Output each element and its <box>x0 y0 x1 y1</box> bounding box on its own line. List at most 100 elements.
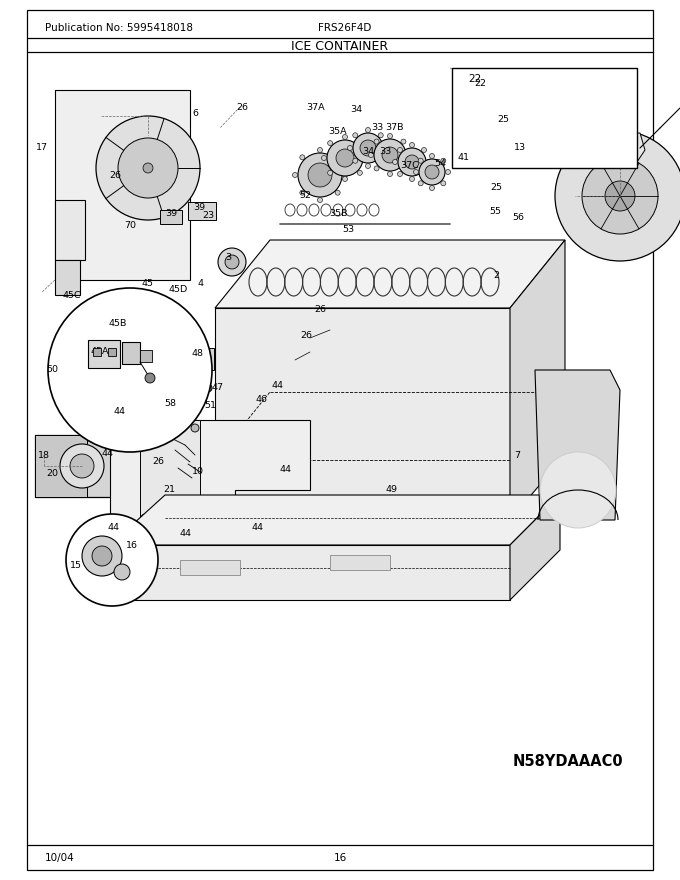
Circle shape <box>425 165 439 179</box>
Text: 3: 3 <box>225 253 231 262</box>
Circle shape <box>605 181 635 211</box>
Text: Publication No: 5995418018: Publication No: 5995418018 <box>45 23 193 33</box>
Text: 44: 44 <box>251 523 263 532</box>
Circle shape <box>225 255 239 269</box>
Text: 45: 45 <box>141 278 153 288</box>
Circle shape <box>413 170 418 174</box>
Text: 35B: 35B <box>328 209 347 217</box>
Text: 34: 34 <box>350 105 362 114</box>
Circle shape <box>398 148 403 152</box>
Text: 25: 25 <box>497 114 509 123</box>
Circle shape <box>409 177 415 181</box>
Circle shape <box>401 139 406 144</box>
Circle shape <box>422 172 426 177</box>
Text: 22: 22 <box>468 74 481 84</box>
Text: 41: 41 <box>458 153 470 163</box>
Text: 50: 50 <box>46 365 58 375</box>
Circle shape <box>347 145 352 150</box>
Circle shape <box>366 128 371 133</box>
Circle shape <box>358 141 362 146</box>
Circle shape <box>374 139 406 171</box>
Circle shape <box>343 135 347 140</box>
Text: 10: 10 <box>192 466 204 475</box>
Circle shape <box>398 148 426 176</box>
Polygon shape <box>55 260 80 295</box>
Text: 49: 49 <box>386 486 398 495</box>
Text: 55: 55 <box>489 208 501 216</box>
Text: 16: 16 <box>126 540 138 549</box>
Bar <box>35 435 87 497</box>
Circle shape <box>191 424 199 432</box>
Polygon shape <box>140 420 200 530</box>
Circle shape <box>353 133 358 138</box>
Circle shape <box>374 139 379 144</box>
Circle shape <box>419 159 445 185</box>
Text: 45A: 45A <box>90 348 109 356</box>
Circle shape <box>60 444 104 488</box>
Circle shape <box>353 158 358 163</box>
Circle shape <box>328 171 333 175</box>
Bar <box>452 68 637 168</box>
Circle shape <box>378 158 384 163</box>
Circle shape <box>204 384 212 392</box>
Text: 23: 23 <box>202 211 214 221</box>
Polygon shape <box>510 240 565 520</box>
Circle shape <box>322 156 326 160</box>
Bar <box>140 350 152 362</box>
Text: 35A: 35A <box>328 127 347 136</box>
Circle shape <box>392 159 398 165</box>
Circle shape <box>540 452 616 528</box>
Text: 6: 6 <box>192 108 198 118</box>
Bar <box>330 555 390 570</box>
Bar <box>160 210 182 224</box>
Text: 46: 46 <box>255 394 267 404</box>
Circle shape <box>96 116 200 220</box>
Text: 48: 48 <box>191 349 203 358</box>
Text: ICE CONTAINER: ICE CONTAINER <box>292 40 388 53</box>
Circle shape <box>378 133 384 138</box>
Circle shape <box>308 163 332 187</box>
Text: 33: 33 <box>371 123 383 133</box>
Circle shape <box>407 152 411 158</box>
Circle shape <box>48 288 212 452</box>
Text: 34: 34 <box>362 148 374 157</box>
Text: 56: 56 <box>512 214 524 223</box>
Text: 45D: 45D <box>169 284 188 294</box>
Circle shape <box>430 153 435 158</box>
Circle shape <box>335 190 340 195</box>
Circle shape <box>335 155 340 160</box>
Circle shape <box>358 171 362 175</box>
Text: 7: 7 <box>514 451 520 459</box>
Circle shape <box>328 141 333 146</box>
Text: N58YDAAAC0: N58YDAAAC0 <box>513 754 624 769</box>
Text: 13: 13 <box>514 143 526 152</box>
Polygon shape <box>110 420 310 530</box>
Circle shape <box>145 373 155 383</box>
Circle shape <box>405 155 419 169</box>
Bar <box>180 560 240 575</box>
Circle shape <box>409 143 415 148</box>
Text: 51: 51 <box>204 401 216 410</box>
Polygon shape <box>110 545 510 600</box>
Text: 15: 15 <box>70 561 82 570</box>
Circle shape <box>418 180 423 186</box>
Text: FRS26F4D: FRS26F4D <box>318 23 371 33</box>
Circle shape <box>441 158 446 163</box>
Text: 26: 26 <box>109 172 121 180</box>
Text: 39: 39 <box>193 202 205 211</box>
Bar <box>35 435 113 497</box>
Text: 26: 26 <box>152 458 164 466</box>
Text: 70: 70 <box>124 222 136 231</box>
Text: 37C: 37C <box>401 162 420 171</box>
Text: 33: 33 <box>379 148 391 157</box>
Text: 37B: 37B <box>385 122 403 131</box>
Circle shape <box>582 158 658 234</box>
Text: 52: 52 <box>299 192 311 201</box>
Text: 21: 21 <box>163 485 175 494</box>
Text: 26: 26 <box>236 102 248 112</box>
Circle shape <box>388 172 392 177</box>
Circle shape <box>441 180 446 186</box>
Circle shape <box>360 140 376 156</box>
Text: 25: 25 <box>490 182 502 192</box>
Bar <box>88 340 120 368</box>
